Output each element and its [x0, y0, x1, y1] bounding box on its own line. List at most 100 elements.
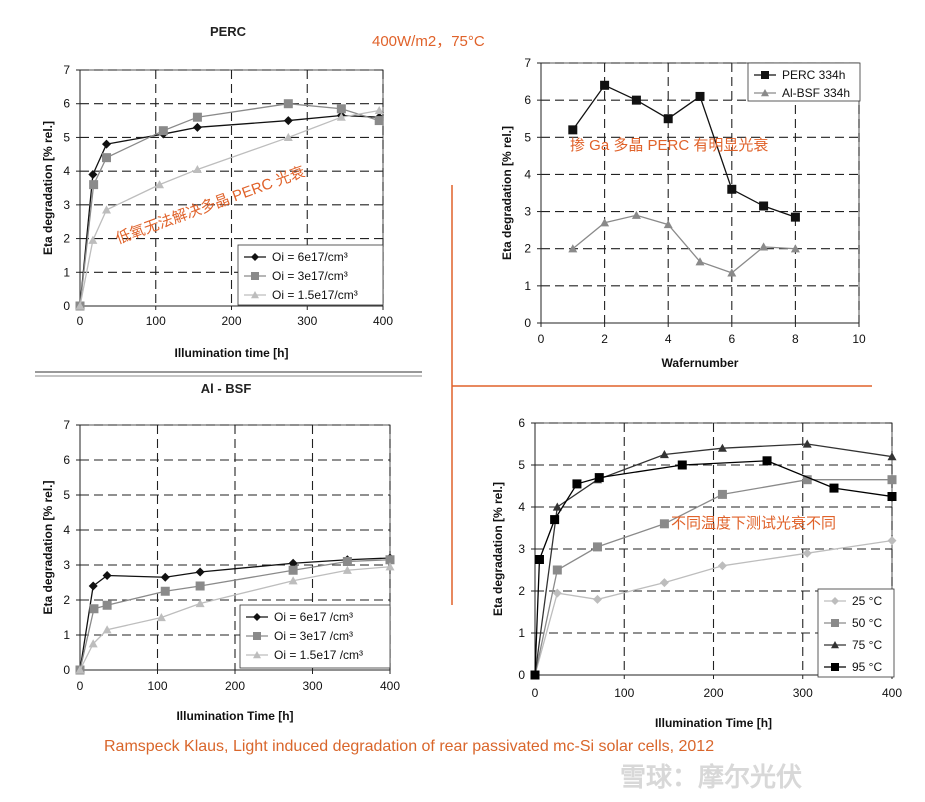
legend-marker	[831, 597, 839, 605]
x-tick-label: 200	[225, 679, 245, 693]
data-point	[717, 489, 727, 499]
data-point	[759, 242, 769, 251]
legend-label: 25 °C	[852, 594, 882, 608]
data-point	[156, 613, 166, 622]
chart-perc-time: 0 1 2 3 4 5 6 7 0 100 200 300 400 Illumination time […	[41, 24, 393, 360]
data-point	[659, 578, 669, 588]
data-point	[160, 572, 170, 582]
legend-label: Oi = 3e17/cm³	[272, 269, 348, 283]
data-point	[790, 212, 800, 222]
x-tick-label: 300	[302, 679, 322, 693]
legend-label: Oi = 6e17 /cm³	[274, 610, 353, 624]
data-point	[568, 125, 578, 135]
data-point	[102, 625, 112, 634]
y-tick-label: 2	[524, 242, 531, 256]
data-point	[887, 492, 897, 501]
data-point	[631, 95, 641, 105]
legend-marker	[253, 651, 261, 659]
chart-annotation: 不同温度下测试光衰不同	[671, 515, 836, 532]
y-tick-label: 1	[518, 626, 525, 640]
data-point	[88, 235, 98, 244]
legend-label: Oi = 1.5e17 /cm³	[274, 648, 363, 662]
legend-marker	[251, 253, 259, 261]
x-tick-label: 200	[221, 314, 241, 328]
data-point	[88, 581, 98, 591]
data-point	[195, 581, 205, 591]
chart-temperature: 0 1 2 3 4 5 6 0 100 200 300 400 Illumination Time [h…	[491, 416, 902, 730]
legend-label: 50 °C	[852, 616, 882, 630]
chart-annotation: 低氧无法解决多晶 PERC 光衰	[114, 163, 308, 247]
x-tick-label: 400	[882, 686, 902, 700]
condition-label: 400W/m2，75°C	[372, 33, 485, 50]
data-point	[659, 519, 669, 529]
series-line	[79, 114, 380, 307]
data-point	[89, 604, 99, 614]
data-point	[695, 257, 705, 266]
data-point	[550, 515, 560, 525]
y-tick-label: 5	[63, 488, 70, 502]
data-point	[829, 483, 839, 493]
data-point	[283, 132, 293, 142]
data-point	[600, 218, 610, 227]
data-point	[568, 244, 578, 253]
series-line	[572, 84, 796, 218]
data-point	[374, 116, 384, 126]
data-point	[695, 91, 705, 101]
x-tick-label: 300	[793, 686, 813, 700]
y-tick-label: 7	[524, 56, 531, 70]
y-axis-label: Eta degradation [% rel.]	[41, 480, 55, 614]
x-tick-label: 300	[297, 314, 317, 328]
y-tick-label: 0	[63, 663, 70, 677]
data-point	[288, 565, 298, 575]
series-line	[572, 214, 796, 274]
x-tick-label: 0	[538, 332, 545, 346]
x-tick-label: 100	[614, 686, 634, 700]
legend-label: Oi = 3e17 /cm³	[274, 629, 353, 643]
source-citation: Ramspeck Klaus, Light induced degradatio…	[104, 738, 714, 755]
y-tick-label: 5	[518, 458, 525, 472]
y-tick-label: 4	[524, 167, 531, 181]
data-point	[89, 180, 99, 190]
data-point	[572, 479, 582, 489]
data-point	[336, 104, 346, 114]
series-line	[79, 566, 391, 671]
chart-title: PERC	[210, 24, 247, 39]
data-point	[342, 565, 352, 574]
data-point	[802, 475, 812, 485]
y-tick-label: 2	[63, 232, 70, 246]
legend-label: 75 °C	[852, 638, 882, 652]
plot-frame	[540, 62, 860, 324]
x-tick-label: 4	[665, 332, 672, 346]
chart-annotation: 掺 Ga 多晶 PERC 有明显光衰	[570, 137, 768, 154]
y-axis-label: Eta degradation [% rel.]	[500, 126, 514, 260]
data-point	[102, 153, 112, 163]
data-point	[192, 122, 202, 132]
y-tick-label: 0	[518, 668, 525, 682]
legend-marker	[251, 291, 259, 299]
data-point	[374, 105, 384, 115]
data-point	[75, 301, 85, 310]
data-point	[102, 205, 112, 214]
data-point	[283, 116, 293, 126]
data-point	[759, 201, 769, 211]
legend-marker	[831, 663, 839, 671]
x-tick-label: 2	[601, 332, 608, 346]
data-point	[727, 268, 737, 277]
y-tick-label: 5	[524, 130, 531, 144]
legend-label: Oi = 1.5e17/cm³	[272, 288, 358, 302]
data-point	[594, 473, 604, 483]
x-tick-label: 0	[77, 679, 84, 693]
y-tick-label: 6	[63, 453, 70, 467]
y-tick-label: 0	[524, 316, 531, 330]
legend-marker	[253, 632, 261, 640]
x-tick-label: 400	[373, 314, 393, 328]
x-tick-label: 6	[728, 332, 735, 346]
data-point	[530, 670, 540, 680]
watermark: 雪球：摩尔光伏	[620, 762, 802, 792]
y-tick-label: 4	[63, 523, 70, 537]
data-point	[762, 456, 772, 466]
data-point	[534, 555, 544, 564]
data-point	[727, 184, 737, 194]
legend-marker	[253, 613, 261, 621]
data-point	[88, 639, 98, 648]
